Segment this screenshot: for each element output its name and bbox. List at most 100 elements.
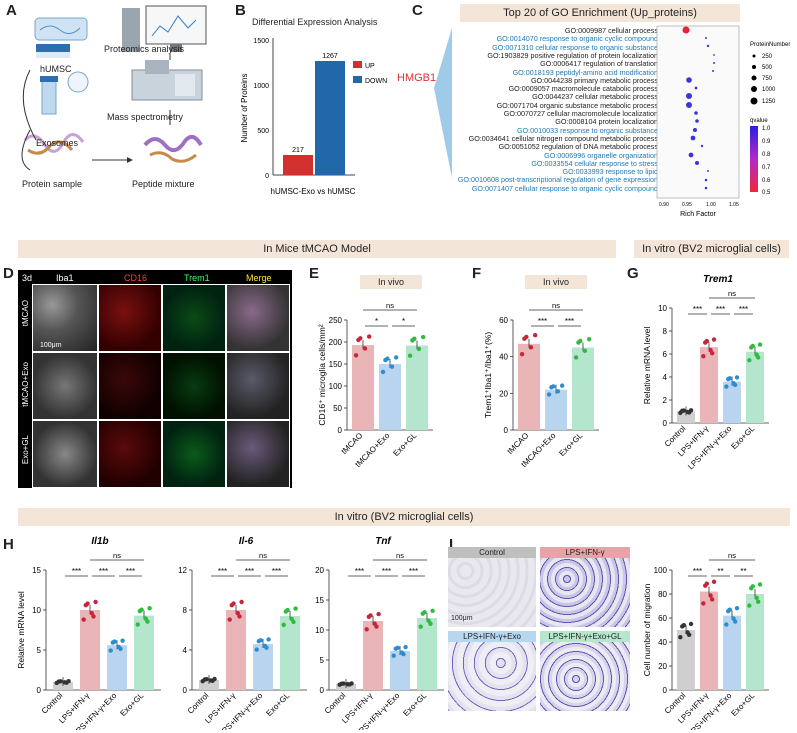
workflow-diagram (21, 5, 207, 171)
mass-spec-icon (131, 60, 203, 101)
data-point (732, 619, 738, 624)
scale-bar-i: 100μm (451, 615, 473, 622)
data-point (711, 337, 717, 342)
panel-label-b: B (235, 2, 246, 19)
data-point (403, 644, 408, 650)
x-tick-label: Exo+GL (401, 691, 428, 718)
bar (545, 389, 567, 430)
bar (226, 610, 246, 690)
data-point (353, 353, 359, 358)
peptide-icon (143, 134, 203, 163)
y-tick: 0 (320, 686, 325, 695)
data-point (120, 638, 125, 643)
chart-title: Il-6 (239, 536, 254, 547)
y-tick: 40 (499, 353, 508, 362)
significance: * (375, 317, 378, 326)
svg-text:1000: 1000 (762, 87, 776, 93)
bar-up-label: 217 (292, 147, 304, 154)
significance: *** (218, 567, 227, 576)
data-point (709, 597, 715, 602)
data-point (108, 648, 113, 653)
data-point (528, 345, 534, 350)
x-tick-label: Exo+GL (729, 424, 756, 451)
go-term: GO:0044238 primary metabolic process (530, 75, 658, 85)
microscopy-grid: 3d Iba1 CD16 Trem1 Merge 100μm tMCAO tMC… (18, 270, 292, 488)
y-tick: 12 (178, 566, 187, 575)
significance: ** (740, 567, 746, 576)
significance: ** (717, 567, 723, 576)
data-point (81, 617, 86, 622)
data-point (420, 334, 426, 340)
data-point (549, 385, 554, 390)
data-point (546, 392, 552, 397)
data-point (407, 353, 413, 358)
data-point (428, 621, 433, 626)
data-point (410, 338, 415, 343)
y-axis-label: Relative mRNA level (16, 591, 26, 669)
data-point (724, 622, 729, 627)
row-tmcao: tMCAO (21, 300, 30, 327)
data-point (701, 354, 706, 359)
data-point (118, 646, 123, 651)
data-point (356, 337, 361, 343)
significance: *** (272, 567, 281, 576)
go-xtick-1: 0.95 (682, 202, 692, 208)
significance: *** (716, 305, 725, 314)
data-point (293, 606, 298, 611)
data-point (678, 635, 683, 640)
y-axis-label: Cell number of migration (642, 583, 652, 676)
computer-icon (122, 5, 207, 52)
go-term: GO:0071310 cellular response to organic … (492, 42, 658, 52)
go-term: GO:0033993 response to lipid (562, 167, 659, 177)
invivo-f: In vivo (525, 275, 587, 289)
data-point (703, 583, 708, 588)
img-label-control: Control (448, 547, 536, 558)
bar (723, 381, 741, 423)
data-point (291, 619, 296, 625)
data-point (749, 586, 754, 591)
data-point (401, 651, 406, 657)
x-tick-label: Control (186, 691, 211, 716)
y-tick: 60 (658, 614, 667, 623)
chart-b-xlabel: hUMSC-Exo vs hUMSC (271, 187, 356, 196)
img-label-lps-exo: LPS+IFN-γ+Exo (448, 631, 536, 642)
legend-up-swatch (353, 61, 362, 68)
x-tick-label: Exo+GL (264, 691, 291, 718)
data-point (202, 677, 207, 682)
data-point (83, 603, 89, 608)
data-point (376, 611, 381, 617)
bar (417, 618, 437, 690)
data-point (555, 389, 561, 394)
x-tick-label: Control (40, 691, 65, 716)
y-tick: 0 (663, 686, 668, 695)
data-point (418, 624, 423, 629)
legend-down-swatch (353, 76, 362, 83)
significance: *** (693, 305, 702, 314)
go-title-banner: Top 20 of GO Enrichment (Up_proteins) (460, 4, 740, 22)
go-xtick-0: 0.90 (659, 202, 669, 208)
data-point (724, 384, 729, 389)
label-mass-spec: Mass spectrometry (107, 112, 184, 122)
significance: *** (538, 317, 547, 326)
data-point (755, 355, 761, 360)
data-point (747, 603, 752, 608)
legend-up: UP (365, 63, 375, 70)
legend-down: DOWN (365, 78, 387, 85)
bar-down (315, 61, 345, 175)
panel-label-f: F (472, 265, 482, 282)
y-tick: 150 (329, 360, 343, 369)
data-point (754, 595, 759, 601)
data-point (393, 646, 398, 651)
panel-label-a: A (6, 2, 17, 19)
y-tick: 10 (315, 626, 324, 635)
svg-text:0.9: 0.9 (762, 139, 771, 145)
scale-bar-d: 100μm (40, 342, 62, 349)
data-point (239, 599, 244, 605)
chart-h-tnf: 05101520TnfControlLPS+IFN-γLPS+IFN-γ+Exo… (315, 536, 444, 730)
go-term: GO:0008104 protein localization (555, 117, 658, 127)
x-tick-label: tMCAO (339, 431, 364, 456)
y-tick: 20 (658, 662, 667, 671)
x-tick-label: Exo+GL (118, 691, 145, 718)
hmgb1-label: HMGB1 (397, 72, 437, 84)
